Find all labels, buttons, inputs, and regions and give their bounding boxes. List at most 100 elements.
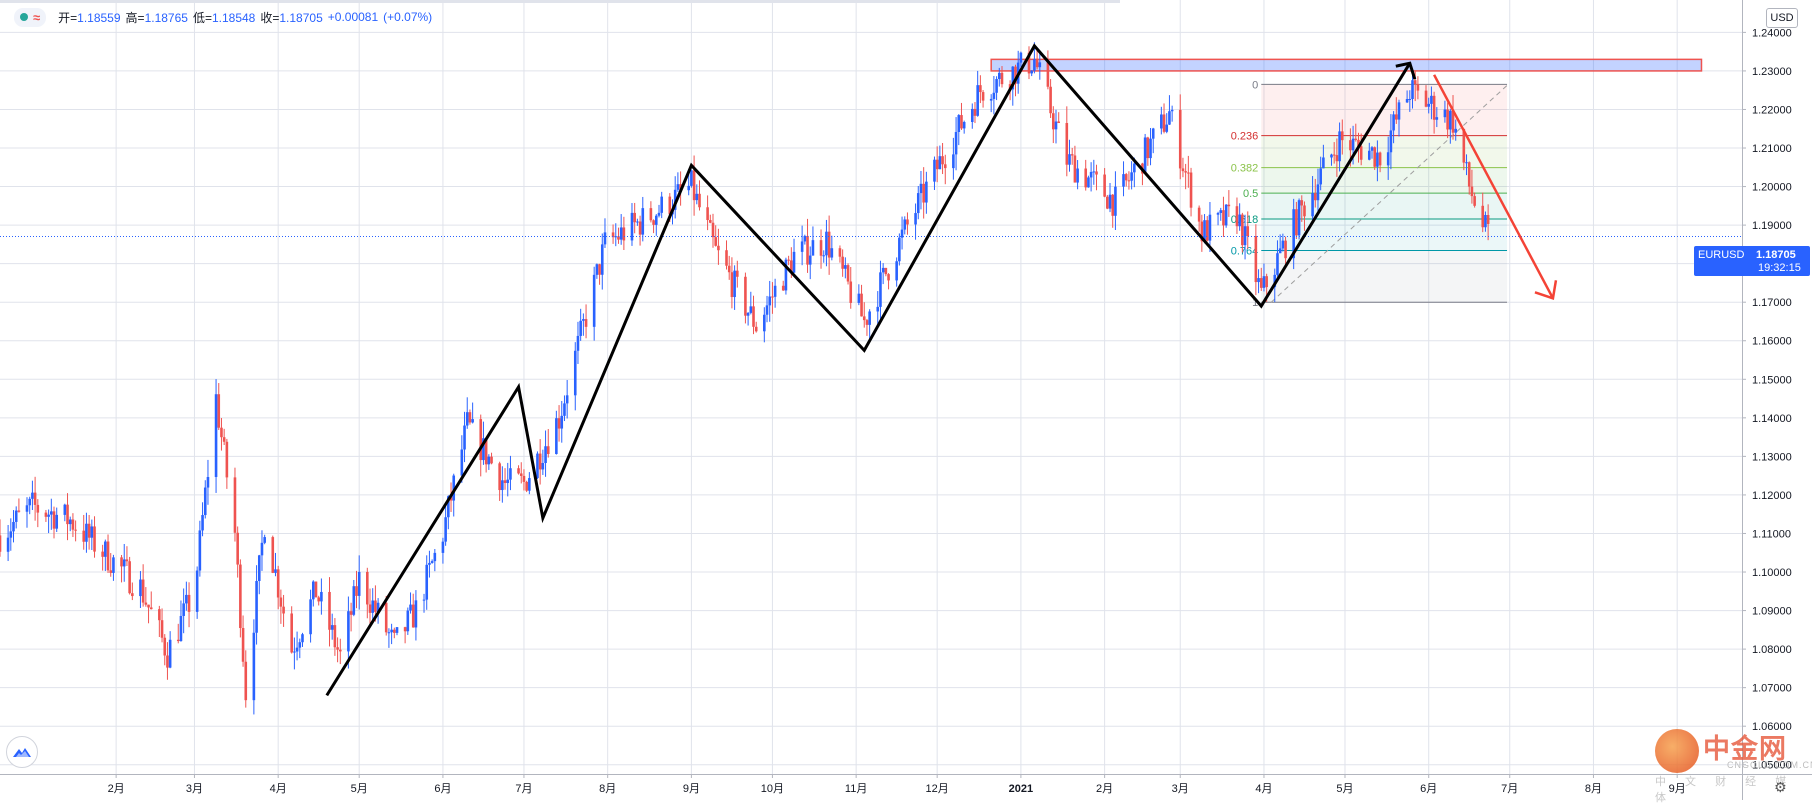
resistance-zone[interactable] (990, 58, 1703, 72)
candle-body (1181, 168, 1185, 172)
candle-body (584, 319, 588, 327)
candle-body (387, 632, 391, 634)
time-tick-label: 5月 (1336, 783, 1353, 795)
candle-body (314, 581, 318, 598)
candle-body (1322, 157, 1325, 169)
settings-gear-icon[interactable]: ⚙ (1774, 779, 1787, 795)
symbol-label: EURUSD (1698, 249, 1745, 261)
candle-body (1389, 130, 1393, 153)
candle-body (201, 515, 204, 531)
candle-body (792, 251, 796, 273)
tradingview-logo-button[interactable] (6, 736, 38, 768)
watermark-name: 中金网 (1703, 734, 1787, 764)
candle-body (876, 306, 880, 312)
candle-body (560, 415, 564, 429)
candle-body (1133, 163, 1136, 173)
price-tick-label: 1.16000 (1752, 336, 1792, 348)
candle-body (447, 496, 450, 518)
candle-body (790, 260, 793, 273)
candle-body (128, 561, 131, 594)
candle-body (922, 183, 925, 203)
header-divider (0, 0, 1120, 3)
candle-body (1330, 154, 1333, 158)
price-tick-label: 1.09000 (1752, 606, 1792, 618)
candle-body (176, 639, 180, 642)
candle-body (865, 320, 869, 325)
candle-body (1316, 184, 1320, 201)
candle-body (1411, 80, 1414, 99)
candle-body (1262, 276, 1266, 288)
watermark-logo-icon (1655, 729, 1699, 773)
candle-body (311, 581, 315, 600)
candle-body (441, 541, 445, 553)
candle-body (414, 600, 418, 628)
time-scale[interactable]: 2月 3月 4月 5月 6月 7月 8月 9月 10月 11月 12月 2021 2月 3月 4月 5月 6月 7… (0, 774, 1812, 795)
candle-body (0, 535, 2, 552)
candle-body (538, 453, 542, 470)
candle-body (1087, 177, 1090, 188)
candle-body (1338, 131, 1341, 162)
candle-body (225, 441, 229, 478)
candle-body (1095, 171, 1098, 175)
candle-body (1000, 72, 1004, 85)
candle-body (471, 419, 474, 423)
candle-body (376, 602, 380, 612)
candle-body (811, 240, 815, 256)
market-open-icon (20, 13, 28, 21)
candle-body (390, 629, 393, 633)
candle-body (787, 259, 790, 261)
candle-body (1281, 240, 1285, 249)
ohlc-legend: ≈ 开=1.18559 高=1.18765 低=1.18548 收=1.1870… (14, 6, 437, 28)
candle-body (1092, 171, 1096, 173)
candle-body (957, 115, 961, 132)
candle-body (149, 607, 153, 610)
candle-body (1208, 214, 1212, 241)
candle-body (460, 449, 464, 476)
candle-body (1243, 226, 1247, 246)
currency-button[interactable]: USD (1766, 8, 1798, 28)
candle-body (330, 625, 334, 630)
candle-body (1122, 174, 1125, 187)
fib-level-label: 0.236 (1231, 131, 1259, 143)
price-tick-label: 1.05000 (1752, 760, 1792, 772)
time-tick-label: 4月 (1255, 783, 1272, 795)
price-scale[interactable]: 1.24000 1.23000 1.22000 1.21000 1.20000 1.190… (1742, 0, 1792, 800)
candle-body (544, 446, 547, 464)
time-tick-label: 6月 (434, 783, 451, 795)
resistance-rect (990, 58, 1703, 72)
candle-body (66, 504, 69, 525)
candle-body (501, 480, 504, 491)
candle-body (973, 108, 977, 116)
candle-body (630, 212, 634, 241)
candle-body (1465, 162, 1468, 164)
candle-body (1200, 221, 1204, 242)
candle-body (166, 655, 169, 668)
forecast-arrow-line (1433, 74, 1555, 299)
candle-body (104, 541, 107, 557)
candle-body (90, 526, 94, 538)
watermark-subtitle: 中 文 财 经 媒 体 (1655, 776, 1795, 804)
candle-body (352, 586, 356, 615)
candle-body (649, 208, 653, 221)
candle-body (633, 212, 636, 223)
fibonacci-retracement[interactable]: 0 0.236 0.382 0.5 0.618 0.764 1 (1231, 79, 1508, 309)
candle-body (752, 306, 755, 327)
candle-body (1184, 171, 1187, 173)
candle-body (976, 85, 979, 116)
candle-body (317, 597, 320, 602)
candle-body (122, 559, 126, 567)
candle-body (1065, 122, 1069, 165)
candle-body (506, 479, 510, 484)
fib-band (1261, 250, 1508, 303)
candle-body (241, 628, 245, 662)
candle-body (509, 468, 512, 480)
candle-body (1446, 109, 1449, 130)
candle-body (71, 519, 75, 530)
candle-body (808, 255, 812, 265)
candle-body (1295, 209, 1298, 236)
candle-body (1424, 90, 1428, 107)
trend-drawings[interactable] (325, 43, 1558, 697)
status-indicator[interactable]: ≈ (14, 7, 47, 27)
candle-body (1354, 138, 1358, 140)
